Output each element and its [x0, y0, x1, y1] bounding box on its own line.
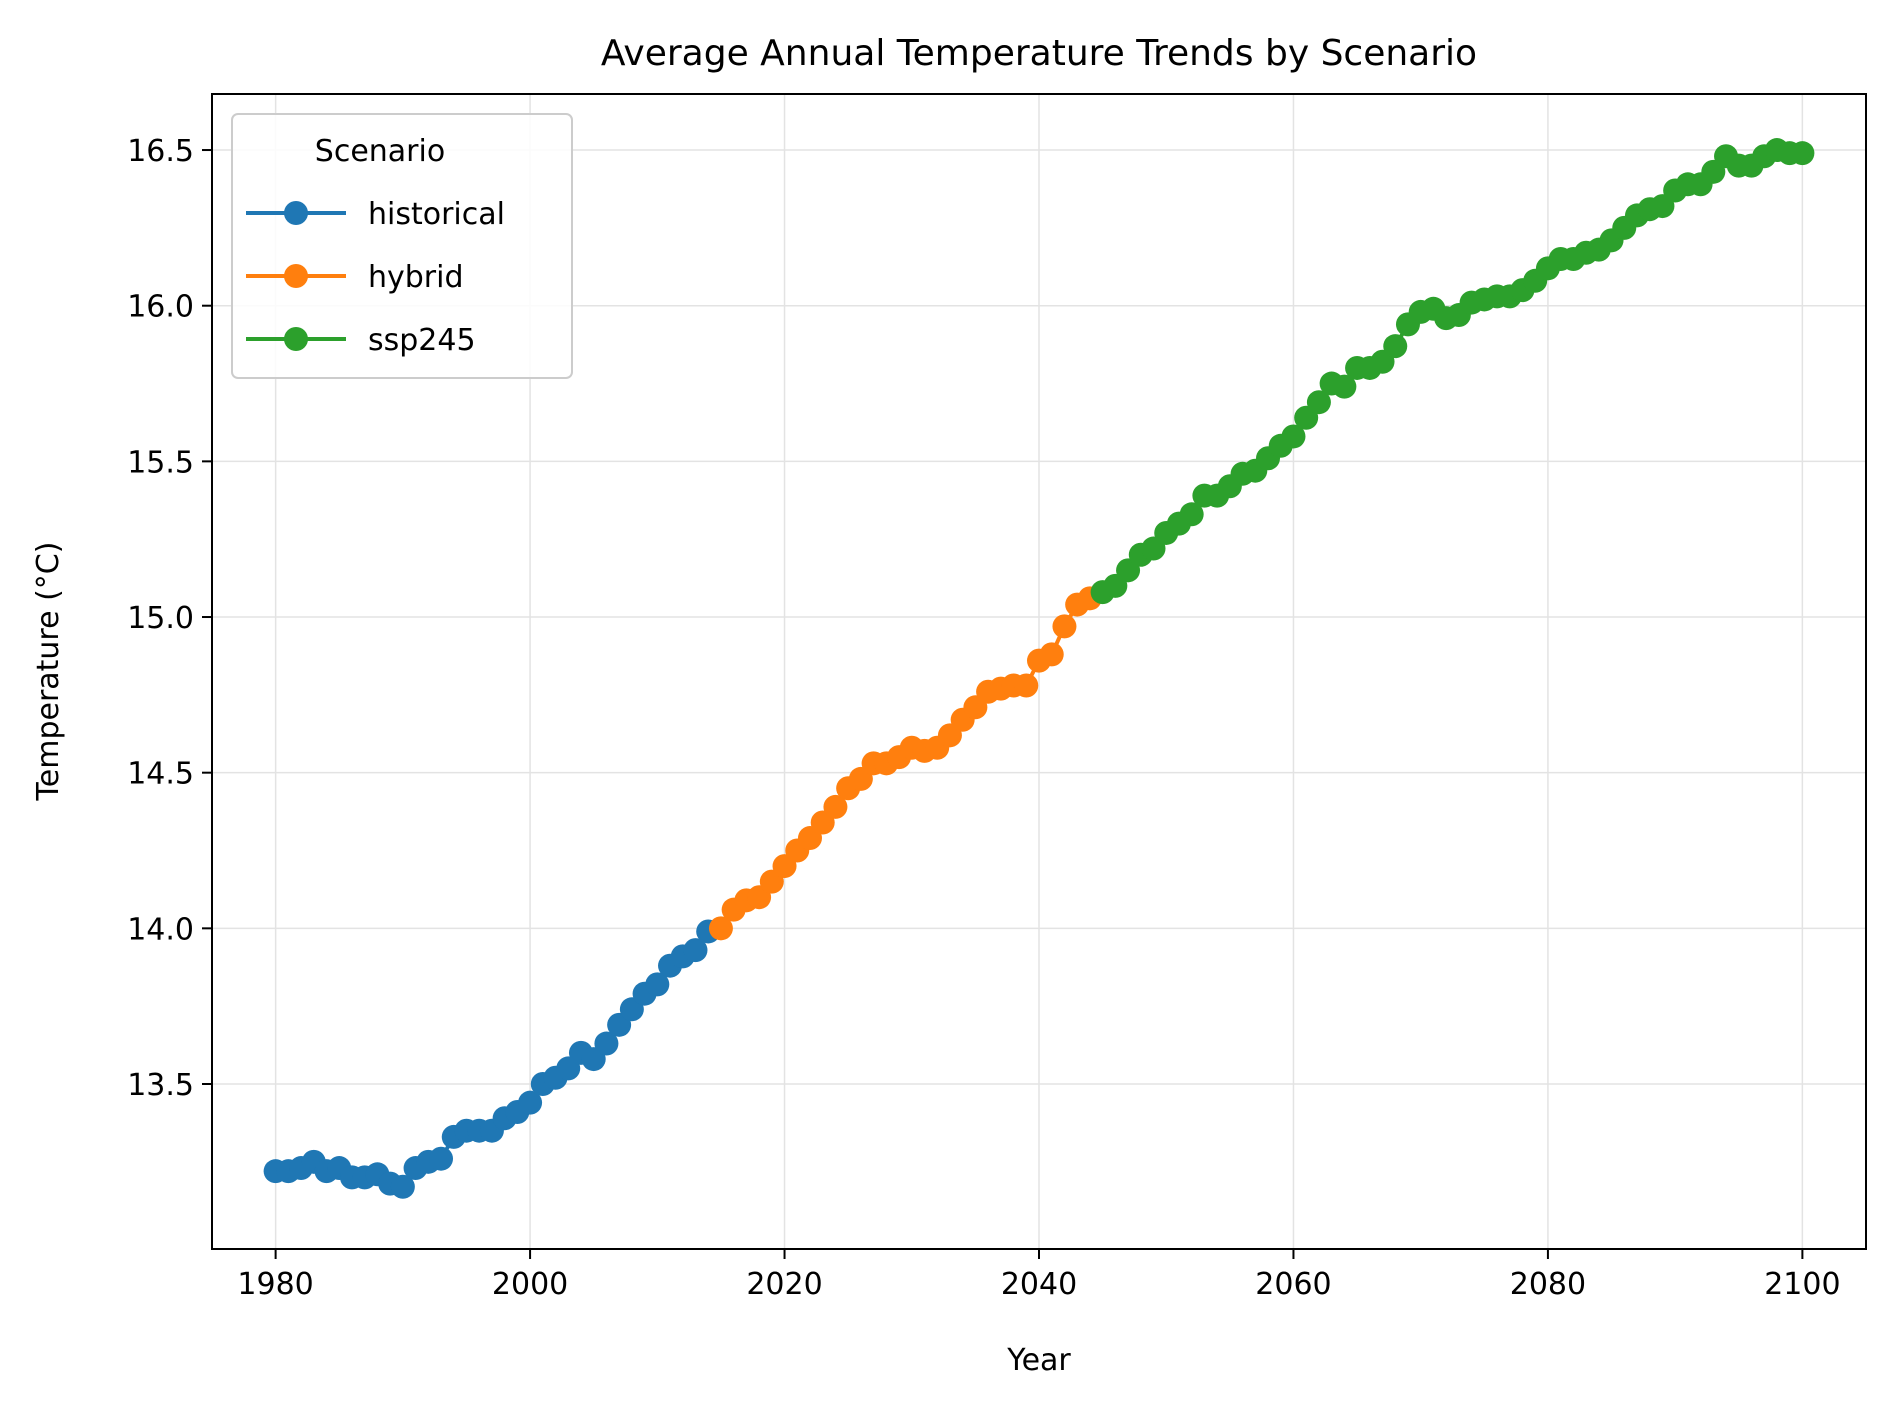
data-point: [823, 794, 848, 819]
data-point: [594, 1031, 619, 1056]
data-point: [1179, 502, 1204, 527]
y-tick-label: 15.0: [127, 601, 194, 636]
y-tick-label: 14.5: [127, 757, 194, 792]
data-point: [1039, 642, 1064, 667]
data-point: [1014, 673, 1039, 698]
series-layer: [263, 138, 1815, 1199]
axis-ticks: 1980 2000 2020 2040 2060 2080 2100 13.5 14.0 14.5…: [127, 134, 1840, 1302]
x-tick-label: 1980: [237, 1267, 313, 1302]
data-point: [645, 972, 670, 997]
series-historical: [263, 919, 721, 1199]
legend-label: ssp245: [368, 323, 476, 358]
x-tick-label: 2060: [1255, 1267, 1331, 1302]
legend-label: historical: [368, 197, 505, 232]
x-tick-label: 2020: [746, 1267, 822, 1302]
legend-title: Scenario: [315, 134, 445, 169]
legend-entries: historical hybrid ssp245: [246, 197, 505, 358]
data-point: [518, 1090, 543, 1115]
legend: Scenario historical hybrid ssp245: [231, 113, 573, 379]
data-point: [1332, 374, 1357, 399]
x-tick-label: 2080: [1510, 1267, 1586, 1302]
legend-label: hybrid: [368, 260, 464, 295]
x-axis-label: Year: [1006, 1343, 1071, 1378]
chart-title: Average Annual Temperature Trends by Sce…: [601, 33, 1477, 74]
y-tick-label: 13.5: [127, 1068, 194, 1103]
x-tick-label: 2040: [1001, 1267, 1077, 1302]
y-tick-label: 16.0: [127, 290, 194, 325]
legend-entry-hybrid: hybrid: [246, 260, 464, 295]
legend-frame: [231, 113, 573, 379]
legend-entry-ssp245: ssp245: [246, 323, 476, 358]
legend-entry-historical: historical: [246, 197, 505, 232]
data-point: [1281, 424, 1306, 449]
data-point: [708, 916, 733, 941]
data-point: [683, 938, 708, 963]
data-point: [390, 1174, 415, 1199]
x-tick-label: 2100: [1764, 1267, 1840, 1302]
x-tick-label: 2000: [492, 1267, 568, 1302]
y-axis-label: Temperature (°C): [31, 542, 66, 802]
data-point: [1052, 614, 1077, 639]
data-point: [1306, 390, 1331, 415]
y-tick-label: 16.5: [127, 134, 194, 169]
data-point: [429, 1146, 454, 1171]
legend-marker: [284, 264, 308, 288]
data-point: [1790, 141, 1815, 166]
series-ssp245: [1090, 138, 1815, 605]
legend-marker: [284, 201, 308, 225]
y-tick-label: 15.5: [127, 445, 194, 480]
gridlines: [212, 94, 1866, 1249]
y-tick-label: 14.0: [127, 912, 194, 947]
legend-marker: [284, 327, 308, 351]
series-hybrid: [708, 586, 1102, 941]
data-point: [1383, 334, 1408, 359]
